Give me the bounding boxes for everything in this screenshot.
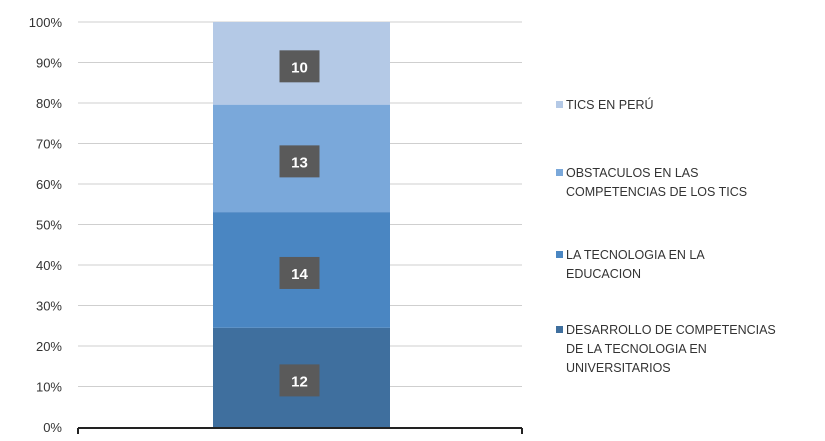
legend-swatch (556, 169, 563, 176)
y-axis-ticks: 0% 10% 20% 30% 40% 50% 60% 70% 80% 90% 100% (29, 15, 63, 435)
data-label-box (279, 256, 320, 289)
data-labels: 12 14 13 10 (279, 50, 320, 397)
legend-swatch (556, 251, 563, 258)
y-tick-label: 20% (36, 339, 62, 354)
legend-label: LA TECNOLOGIA EN LA EDUCACION (566, 248, 705, 281)
legend-label: OBSTACULOS EN LAS COMPETENCIAS DE LOS TI… (566, 166, 748, 199)
y-tick-label: 70% (36, 137, 62, 152)
y-tick-label: 10% (36, 380, 62, 395)
legend-item-tics-en-peru: TICS EN PERÚ (556, 96, 654, 115)
data-label: 10 (291, 59, 308, 76)
data-label-box (279, 364, 320, 397)
legend-item-desarrollo-competencias: DESARROLLO DE COMPETENCIAS DE LA TECNOLO… (556, 321, 776, 378)
legend-swatch (556, 101, 563, 108)
legend-swatch (556, 326, 563, 333)
y-tick-label: 0% (43, 420, 62, 435)
data-label: 13 (291, 154, 308, 171)
data-label-box (279, 145, 320, 178)
y-tick-label: 80% (36, 96, 62, 111)
y-tick-label: 40% (36, 258, 62, 273)
y-tick-label: 100% (29, 15, 63, 30)
data-label: 12 (291, 373, 308, 390)
legend-item-obstaculos: OBSTACULOS EN LAS COMPETENCIAS DE LOS TI… (556, 164, 747, 202)
y-tick-label: 50% (36, 218, 62, 233)
legend-label: DESARROLLO DE COMPETENCIAS DE LA TECNOLO… (566, 323, 776, 375)
legend-label: TICS EN PERÚ (566, 98, 654, 112)
y-tick-label: 60% (36, 177, 62, 192)
y-tick-label: 90% (36, 56, 62, 71)
data-label-box (279, 50, 320, 83)
data-label: 14 (291, 266, 308, 283)
legend-item-tecnologia-educacion: LA TECNOLOGIA EN LA EDUCACION (556, 246, 705, 284)
y-tick-label: 30% (36, 299, 62, 314)
